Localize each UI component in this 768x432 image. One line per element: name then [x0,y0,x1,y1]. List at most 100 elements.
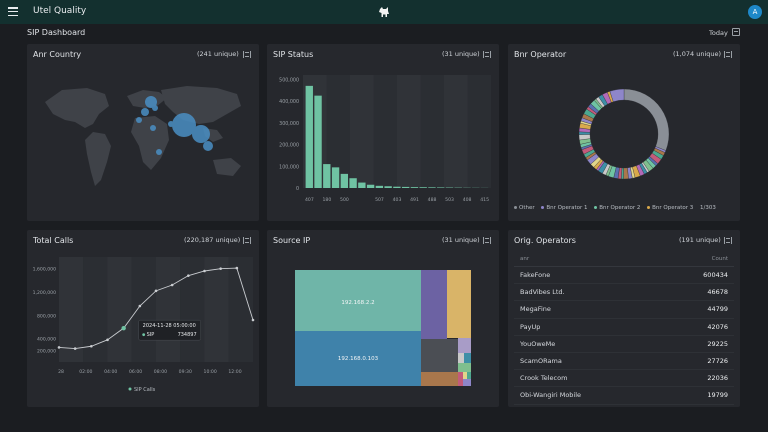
panel-source-ip: Source IP (31 unique) 192.168.2.2 192.16… [267,230,499,407]
operator-count: 46678 [707,288,728,297]
bar [410,187,419,188]
column-header[interactable]: anr [520,256,530,262]
panel-title: Orig. Operators [514,236,576,245]
bar [349,178,357,188]
x-tick-label: 10:00 [204,369,217,375]
tooltip-box [138,319,201,341]
panel-title: Anr Country [33,50,82,59]
panel-count: (191 unique) [679,236,721,244]
total-calls-line-chart[interactable]: 200,000 400,000 800,000 1,200,000 1,600,000 2… [27,247,259,407]
grid-band [228,257,253,362]
panel-sip-status: SIP Status (31 unique) 0 100,000 200,000 30… [267,44,499,221]
world-map[interactable] [27,62,259,222]
x-tick-label: 403 [393,197,402,203]
panel-title: SIP Status [273,50,314,59]
legend-item[interactable]: Bnr Operator 2 [594,205,640,211]
panel-title: Source IP [273,236,311,245]
legend-item[interactable]: Other [514,205,535,211]
grid-band [107,257,132,362]
expand-icon[interactable] [243,51,251,58]
column-header[interactable]: Count [711,256,728,262]
data-point [187,274,190,277]
y-tick-label: 0 [296,186,299,192]
panel-bnr-operator: Bnr Operator (1,074 unique) Other Bnr Op… [508,44,740,221]
expand-icon[interactable] [483,237,491,244]
grid-band [467,75,491,188]
treemap-cell [458,372,463,386]
treemap-cell [458,338,471,353]
table-row[interactable]: Obi-Wangiri Mobile 19799 [514,387,734,405]
hamburger-menu-icon[interactable] [8,7,18,16]
table-row[interactable]: MegaFine 44799 [514,301,734,319]
y-tick-label: 200,000 [279,143,299,149]
panel-count: (31 unique) [442,236,480,244]
treemap-cell [467,372,471,379]
data-point [251,318,255,322]
x-tick-label: 407 [305,197,314,203]
tooltip-series: SIP [147,332,155,338]
y-tick-label: 400,000 [279,99,299,105]
operator-name: PayUp [520,322,541,331]
table-row[interactable]: Crook Telecom 22036 [514,370,734,388]
data-point [57,346,61,349]
table-row[interactable]: BadVibes Ltd. 46678 [514,284,734,302]
tooltip-date: 2024-11-28 05:00:00 [143,323,196,329]
grid-band [397,75,421,188]
x-tick-label: 12:00 [228,369,241,375]
operator-name: MegaFine [520,305,551,314]
data-point [73,347,77,350]
table-row[interactable]: ScamORama 27726 [514,353,734,371]
grid-band [83,257,108,362]
tooltip-swatch [142,333,146,337]
calendar-icon[interactable] [732,28,740,36]
top-bar: Utel Quality A [0,0,768,24]
y-tick-label: 1,200,000 [33,290,56,296]
table-row[interactable]: PayUp 42076 [514,319,734,336]
bar [401,186,410,188]
operator-count: 22036 [707,374,728,383]
x-tick-label: 09:30 [179,369,192,375]
expand-icon[interactable] [243,237,251,244]
table-row[interactable]: FakeFone 600434 [514,267,734,285]
y-tick-label: 500,000 [279,77,299,83]
legend-pager[interactable]: 1/303 [700,205,716,211]
data-point [235,266,239,270]
bar [366,184,375,188]
data-point [138,304,142,308]
date-range-label[interactable]: Today [709,29,728,37]
tooltip-point [121,325,126,331]
operator-name: BadVibes Ltd. [520,288,565,297]
expand-icon[interactable] [724,237,732,244]
expand-icon[interactable] [724,51,732,58]
x-tick-label: 408 [463,197,472,203]
operator-count: 29225 [707,339,728,348]
treemap-cell [458,353,464,363]
table-header: anr Count [514,252,734,267]
sip-status-bar-chart[interactable]: 0 100,000 200,000 300,000 400,000 500,000 407 1… [267,61,499,221]
legend-item[interactable]: Bnr Operator 1 [541,205,588,211]
x-tick-label: 08:00 [154,369,167,375]
bar [437,187,445,188]
bar [384,186,392,188]
source-ip-treemap[interactable]: 192.168.2.2 192.168.0.103 [267,247,499,407]
user-avatar[interactable]: A [748,5,762,19]
grid-band [326,75,350,188]
panel-count: (1,074 unique) [673,50,722,58]
panel-anr-country: Anr Country (241 unique) [27,44,259,221]
data-point [170,283,174,287]
dog-logo-icon [379,7,389,17]
y-tick-label: 300,000 [279,121,299,127]
operator-count: 42076 [707,322,728,331]
table-row[interactable]: YouOweMe 29225 [514,336,734,353]
treemap-cell [447,270,471,338]
bnr-operator-donut-chart[interactable] [508,62,740,202]
legend-item[interactable]: Bnr Operator 3 [647,205,693,211]
operator-name: FakeFone [520,271,551,280]
treemap-cell [421,372,458,386]
expand-icon[interactable] [483,51,491,58]
panel-title: Total Calls [33,236,74,245]
operator-name: ScamORama [520,357,562,366]
x-tick-label: 491 [410,197,419,203]
x-tick-label: 503 [445,197,454,203]
grid-band [204,257,229,362]
